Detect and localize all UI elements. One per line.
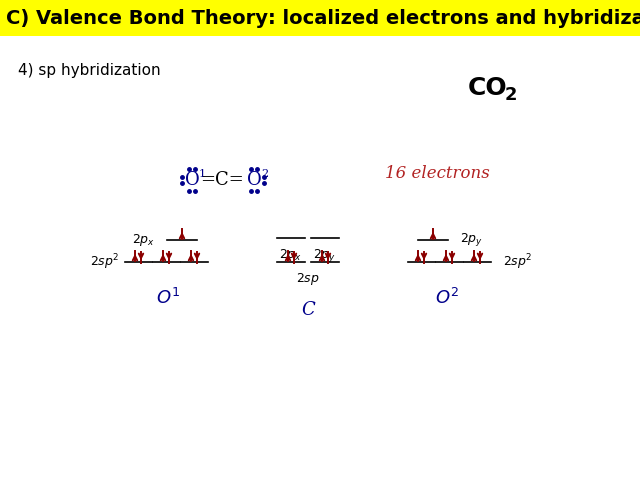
- Text: O: O: [184, 171, 200, 189]
- Text: $2p_y$: $2p_y$: [460, 231, 483, 249]
- Text: $2p_x$: $2p_x$: [132, 232, 155, 248]
- Text: $2p_x$: $2p_x$: [280, 247, 303, 263]
- Text: CO: CO: [468, 76, 508, 100]
- Text: 1: 1: [199, 169, 206, 179]
- Text: 2: 2: [505, 86, 518, 104]
- Text: $2sp^2$: $2sp^2$: [503, 252, 532, 272]
- Text: 16 electrons: 16 electrons: [385, 166, 490, 182]
- Text: 4) sp hybridization: 4) sp hybridization: [18, 62, 161, 77]
- Text: $2p_y$: $2p_y$: [314, 247, 337, 264]
- Text: O: O: [246, 171, 261, 189]
- Text: $2sp^2$: $2sp^2$: [90, 252, 120, 272]
- Bar: [0, 0, 640, 36]
- Text: $2sp$: $2sp$: [296, 271, 320, 287]
- Text: 2: 2: [261, 169, 268, 179]
- Text: C) Valence Bond Theory: localized electrons and hybridization: C) Valence Bond Theory: localized electr…: [6, 9, 640, 27]
- Text: =C=: =C=: [200, 171, 244, 189]
- Text: $O^1$: $O^1$: [156, 288, 180, 308]
- Text: $O^2$: $O^2$: [435, 288, 459, 308]
- Text: C: C: [301, 301, 315, 319]
